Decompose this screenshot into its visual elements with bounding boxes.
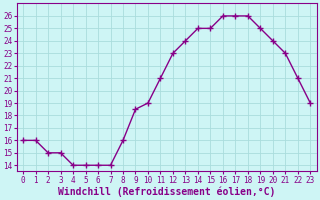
X-axis label: Windchill (Refroidissement éolien,°C): Windchill (Refroidissement éolien,°C) bbox=[58, 186, 276, 197]
